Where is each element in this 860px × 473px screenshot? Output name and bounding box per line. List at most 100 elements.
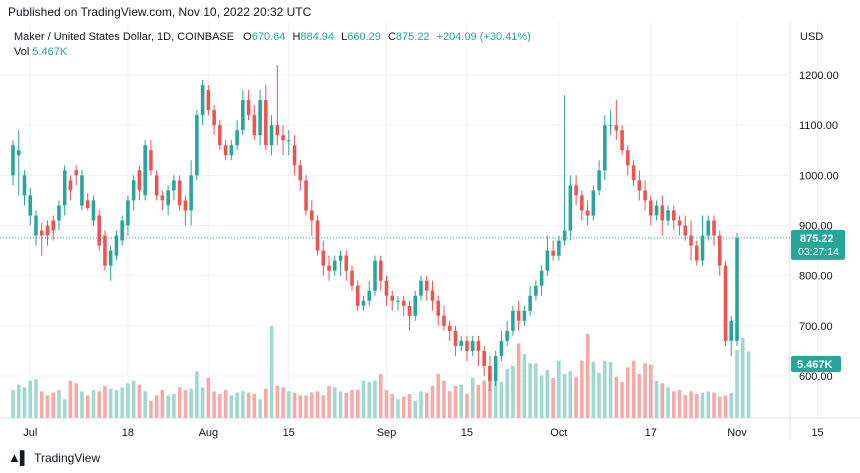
candle-body xyxy=(22,175,27,196)
candle-body xyxy=(355,285,360,306)
volume-bar xyxy=(378,374,383,418)
candle-body xyxy=(442,315,446,326)
volume-bar xyxy=(442,380,446,418)
candle-body xyxy=(361,300,366,306)
candle-body xyxy=(683,225,688,236)
candle-body xyxy=(114,235,119,256)
volume-bar xyxy=(706,391,711,418)
time-tick-label: Oct xyxy=(550,427,567,439)
candle-body xyxy=(396,300,400,302)
volume-badge xyxy=(791,356,841,372)
volume-bar xyxy=(166,395,170,418)
price-axis[interactable]: 1200.00 1100.00 1000.00 900.00 800.00 700.00 6… xyxy=(799,70,839,383)
volume-bar xyxy=(315,391,320,418)
price-tick-label: 1200.00 xyxy=(799,70,839,82)
volume-bar xyxy=(57,390,61,418)
volume-bar xyxy=(108,388,113,418)
candle-body xyxy=(143,145,147,196)
candle-body xyxy=(229,145,234,156)
volume-bar xyxy=(149,400,153,418)
volume-bar xyxy=(522,354,527,418)
candle-body xyxy=(493,355,498,382)
symbol-legend[interactable]: Maker / United States Dollar, 1D, COINBA… xyxy=(14,31,531,43)
candle-body xyxy=(419,280,423,296)
price-tick-label: 1000.00 xyxy=(799,170,839,182)
volume-bar xyxy=(258,399,262,418)
time-axis[interactable]: Jul 18 Aug 15 Sep 15 Oct 17 Nov 15 xyxy=(23,427,823,439)
footer-brand[interactable]: ▲▌ TradingView xyxy=(8,450,100,465)
candle-body xyxy=(580,195,584,211)
change-value: +204.09 (+30.41%) xyxy=(436,31,531,43)
volume-bar xyxy=(694,394,699,418)
candle-body xyxy=(488,365,492,382)
volume-bar xyxy=(28,380,33,418)
volume-bar xyxy=(126,383,130,418)
volume-bar xyxy=(459,384,463,418)
volume-bar xyxy=(712,392,716,418)
candle-body xyxy=(120,220,124,241)
candle-body xyxy=(275,125,280,136)
candle-body xyxy=(57,205,61,221)
candle-body xyxy=(384,280,389,296)
volume-bar xyxy=(424,392,429,418)
volume-bar xyxy=(281,387,285,418)
candle-body xyxy=(511,310,515,331)
candle-body xyxy=(603,125,607,171)
volume-bar xyxy=(528,363,532,418)
candle-body xyxy=(332,260,337,271)
close-label: C xyxy=(387,31,396,43)
volume-bar xyxy=(269,326,274,418)
candle-body xyxy=(700,235,705,261)
volume-bar xyxy=(246,392,251,418)
currency-label[interactable]: USD xyxy=(800,31,824,43)
candle-body xyxy=(172,180,176,191)
volume-bar xyxy=(551,378,555,418)
candle-body xyxy=(34,215,38,236)
volume-bar xyxy=(413,400,418,418)
volume-legend[interactable]: Vol 5.467K xyxy=(14,46,67,58)
candle-body xyxy=(672,210,676,221)
volume-bar xyxy=(470,378,475,418)
volume-bar xyxy=(447,391,452,418)
candle-body xyxy=(516,310,521,321)
candle-body xyxy=(218,125,222,146)
candle-body xyxy=(694,245,699,261)
volume-bar xyxy=(223,390,228,418)
candle-body xyxy=(551,250,555,256)
volume-bar xyxy=(34,379,38,418)
volume-bar xyxy=(419,391,423,418)
volume-bar xyxy=(557,360,561,418)
candle-body xyxy=(649,200,653,216)
candle-body xyxy=(126,200,130,226)
volume-bar xyxy=(631,360,636,418)
volume-bar xyxy=(361,380,366,418)
candle-body xyxy=(534,285,538,296)
volume-bar xyxy=(85,395,90,418)
candle-body xyxy=(591,190,596,216)
volume-bar xyxy=(103,386,107,418)
volume-bar xyxy=(97,391,101,418)
candle-body xyxy=(430,290,435,301)
candle-body xyxy=(45,225,50,236)
candle-body xyxy=(281,135,285,141)
volume-bar xyxy=(683,395,688,418)
candle-body xyxy=(160,195,165,201)
candle-body xyxy=(131,180,136,201)
volume-bar xyxy=(430,386,435,418)
volume-bar xyxy=(200,387,205,418)
brand-name: TradingView xyxy=(34,450,101,465)
volume-bar xyxy=(229,395,234,418)
volume-bar xyxy=(580,360,584,418)
volume-bar xyxy=(534,363,538,418)
volume-bar xyxy=(321,395,326,418)
volume-bar xyxy=(16,384,21,418)
time-tick-label: 15 xyxy=(811,427,823,439)
volume-bars xyxy=(11,326,751,418)
candle-body xyxy=(195,115,199,176)
volume-bar xyxy=(252,394,257,418)
last-price-label: 875.22 xyxy=(800,233,834,245)
candle-body xyxy=(367,290,372,301)
candle-body xyxy=(735,238,739,341)
candle-body xyxy=(470,340,475,351)
